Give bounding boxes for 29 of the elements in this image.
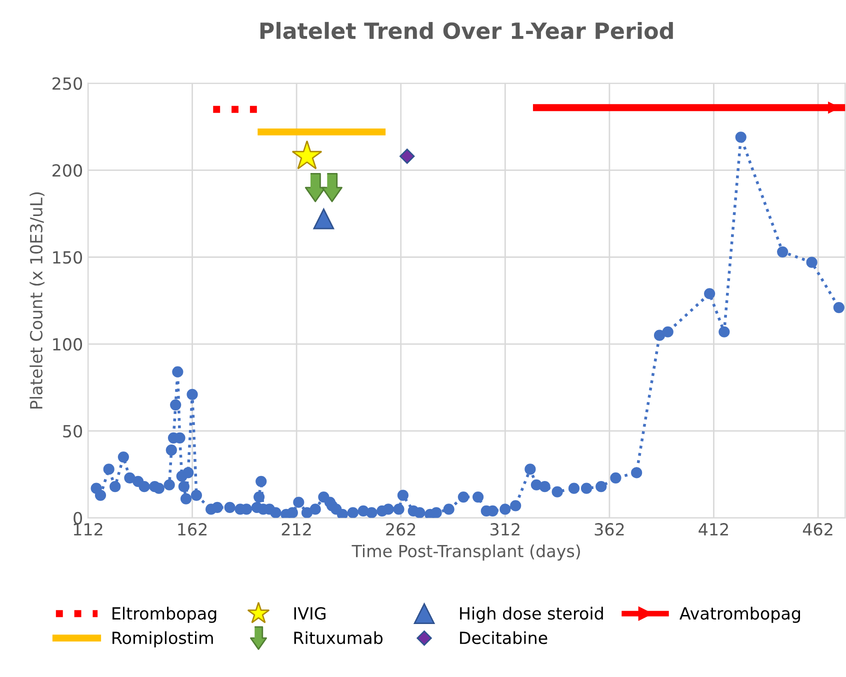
point (400, 148, 415, 164)
legend-label: Decitabine (460, 631, 548, 644)
x-tick-label: 462 (802, 523, 832, 536)
y-tick-label: 200 (52, 164, 82, 177)
legend-label: Avatrombopag (680, 606, 800, 623)
y-tick-label: 250 (52, 77, 82, 90)
x-tick-label: 412 (698, 523, 728, 536)
y-tick-label: 100 (53, 338, 82, 351)
point (304, 173, 326, 202)
x-axis-title: Time Post-Transplant (days) (352, 544, 580, 561)
chart-title: Platelet Trend Over 1-Year Period (260, 22, 673, 40)
x-tick-label: 312 (490, 523, 520, 536)
y-axis-title: Platelet Count (x 10E3/uL) (30, 192, 44, 409)
legend-label: High dose steroid (460, 606, 603, 623)
x-tick-label: 212 (282, 523, 311, 536)
point (313, 208, 334, 230)
point (292, 140, 322, 170)
x-tick-label: 112 (74, 523, 102, 536)
x-tick-label: 262 (386, 523, 416, 536)
legend-label: Eltrombopag (112, 606, 216, 623)
point (322, 173, 342, 202)
legend-label: IVIG (294, 607, 326, 620)
legend-label: Romiplostim (112, 631, 213, 648)
y-tick-label: 0 (74, 512, 82, 524)
x-tick-label: 362 (594, 523, 624, 536)
y-tick-label: 150 (53, 251, 82, 264)
x-tick-label: 162 (178, 523, 207, 536)
legend-label: Rituxumab (294, 631, 383, 644)
y-tick-label: 50 (63, 424, 82, 438)
